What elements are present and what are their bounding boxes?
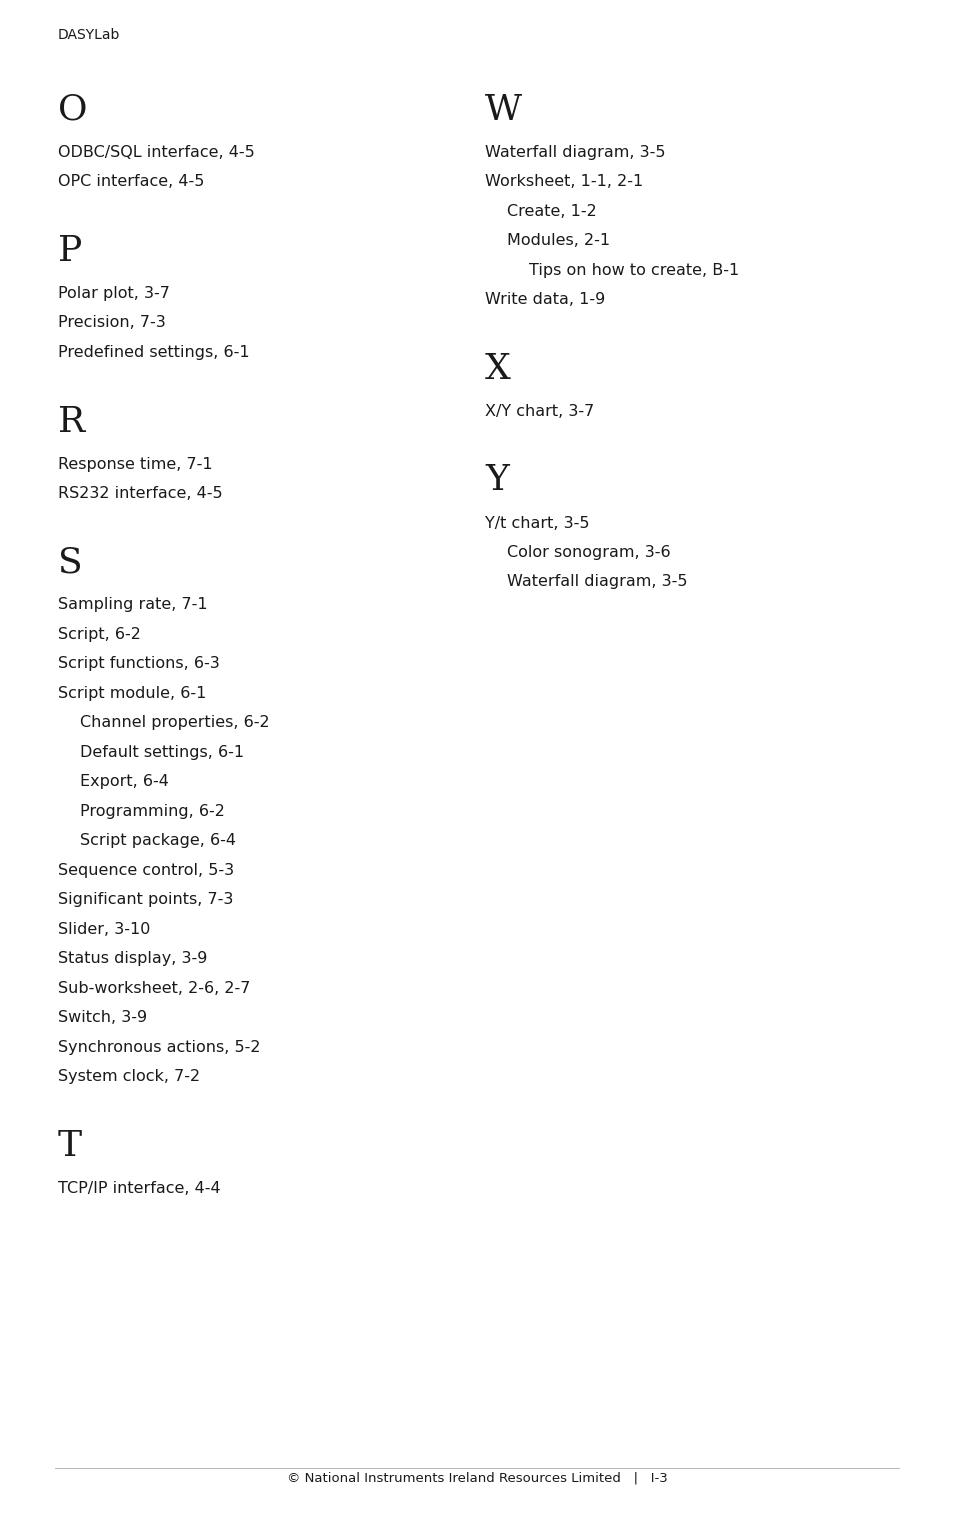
Text: P: P	[58, 235, 82, 268]
Text: OPC interface, 4-5: OPC interface, 4-5	[58, 175, 204, 189]
Text: TCP/IP interface, 4-4: TCP/IP interface, 4-4	[58, 1180, 220, 1196]
Text: ODBC/SQL interface, 4-5: ODBC/SQL interface, 4-5	[58, 145, 254, 160]
Text: Synchronous actions, 5-2: Synchronous actions, 5-2	[58, 1040, 260, 1055]
Text: T: T	[58, 1129, 82, 1164]
Text: © National Instruments Ireland Resources Limited   |   I-3: © National Instruments Ireland Resources…	[286, 1473, 667, 1485]
Text: Y: Y	[484, 463, 508, 498]
Text: X: X	[484, 352, 510, 385]
Text: System clock, 7-2: System clock, 7-2	[58, 1069, 200, 1084]
Text: RS232 interface, 4-5: RS232 interface, 4-5	[58, 486, 222, 501]
Text: Create, 1-2: Create, 1-2	[506, 204, 597, 219]
Text: Sequence control, 5-3: Sequence control, 5-3	[58, 864, 233, 877]
Text: Response time, 7-1: Response time, 7-1	[58, 457, 213, 472]
Text: Waterfall diagram, 3-5: Waterfall diagram, 3-5	[484, 145, 665, 160]
Text: Sub-worksheet, 2-6, 2-7: Sub-worksheet, 2-6, 2-7	[58, 981, 250, 996]
Text: R: R	[58, 405, 85, 439]
Text: Export, 6-4: Export, 6-4	[80, 775, 169, 789]
Text: Script functions, 6-3: Script functions, 6-3	[58, 656, 219, 672]
Text: Write data, 1-9: Write data, 1-9	[484, 292, 604, 308]
Text: Predefined settings, 6-1: Predefined settings, 6-1	[58, 346, 250, 359]
Text: Tips on how to create, B-1: Tips on how to create, B-1	[529, 263, 739, 279]
Text: Polar plot, 3-7: Polar plot, 3-7	[58, 286, 170, 302]
Text: Script module, 6-1: Script module, 6-1	[58, 685, 206, 701]
Text: Worksheet, 1-1, 2-1: Worksheet, 1-1, 2-1	[484, 175, 642, 189]
Text: Significant points, 7-3: Significant points, 7-3	[58, 892, 233, 908]
Text: Modules, 2-1: Modules, 2-1	[506, 233, 610, 248]
Text: Switch, 3-9: Switch, 3-9	[58, 1010, 147, 1025]
Text: O: O	[58, 93, 88, 126]
Text: Script package, 6-4: Script package, 6-4	[80, 833, 235, 848]
Text: Script, 6-2: Script, 6-2	[58, 627, 141, 643]
Text: Default settings, 6-1: Default settings, 6-1	[80, 745, 244, 760]
Text: Slider, 3-10: Slider, 3-10	[58, 921, 151, 937]
Text: Waterfall diagram, 3-5: Waterfall diagram, 3-5	[506, 574, 687, 589]
Text: Status display, 3-9: Status display, 3-9	[58, 952, 207, 967]
Text: Precision, 7-3: Precision, 7-3	[58, 315, 166, 330]
Text: DASYLab: DASYLab	[58, 27, 120, 43]
Text: W: W	[484, 93, 521, 126]
Text: S: S	[58, 545, 83, 579]
Text: X/Y chart, 3-7: X/Y chart, 3-7	[484, 404, 594, 419]
Text: Y/t chart, 3-5: Y/t chart, 3-5	[484, 515, 589, 530]
Text: Channel properties, 6-2: Channel properties, 6-2	[80, 716, 270, 731]
Text: Color sonogram, 3-6: Color sonogram, 3-6	[506, 545, 670, 560]
Text: Programming, 6-2: Programming, 6-2	[80, 804, 225, 819]
Text: Sampling rate, 7-1: Sampling rate, 7-1	[58, 597, 208, 612]
